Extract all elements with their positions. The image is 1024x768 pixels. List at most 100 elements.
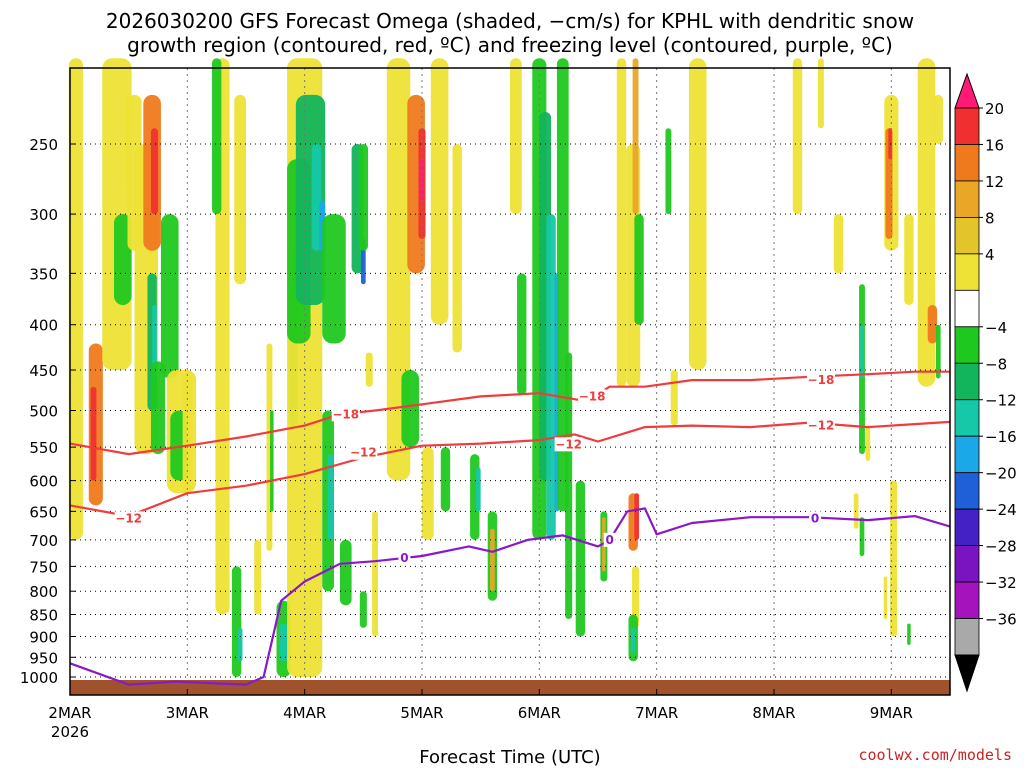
omega-cell-31 — [322, 214, 346, 344]
contour-label-bg-6 — [114, 511, 143, 526]
omega-cell-94 — [125, 94, 132, 188]
x-tick-label-7MAR: 7MAR — [635, 704, 678, 722]
colorbar-label-7: −12 — [985, 392, 1017, 410]
plot-frame — [69, 67, 951, 696]
omega-cell-67 — [634, 493, 640, 540]
y-tick-label-450: 450 — [29, 362, 58, 380]
colorbar-bottom-arrow — [954, 654, 980, 693]
colorbar-swatch-4 — [954, 216, 980, 255]
omega-cell-20 — [254, 539, 262, 615]
colorbar-label-13: −36 — [985, 611, 1017, 629]
contour-label-bg-2 — [806, 373, 835, 388]
chart-title-line1: 2026030200 GFS Forecast Omega (shaded, −… — [106, 9, 914, 33]
colorbar-label-4: 4 — [985, 246, 995, 264]
omega-cell-42 — [420, 159, 424, 202]
omega-cell-71 — [670, 369, 678, 426]
contour-line-2 — [69, 507, 951, 686]
omega-cell-96 — [372, 511, 378, 637]
omega-cell-58 — [565, 352, 573, 620]
contour-label-0: −18 — [332, 407, 359, 421]
omega-cell-38 — [365, 352, 373, 387]
y-tick-label-950: 950 — [29, 649, 58, 667]
omega-cell-44 — [430, 58, 449, 325]
contour-label-5: −12 — [808, 419, 835, 433]
contours: −18 −18 −18 −12 −12 −12 −12 0 0 0 — [69, 370, 951, 686]
omega-cell-91 — [883, 576, 888, 620]
y-tick-label-300: 300 — [29, 206, 58, 224]
x-tick-label-9MAR: 9MAR — [870, 704, 913, 722]
plot-area: −18 −18 −18 −12 −12 −12 −12 0 0 0 — [68, 58, 951, 696]
omega-cell-86 — [904, 214, 914, 305]
omega-cell-22 — [270, 410, 274, 512]
omega-cell-35 — [327, 454, 334, 540]
omega-cell-51 — [510, 58, 522, 215]
omega-cell-85 — [890, 480, 898, 637]
x-tick-label-2MAR: 2MAR — [48, 704, 91, 722]
colorbar-swatch-2 — [954, 144, 980, 182]
colorbar-swatch-13 — [954, 545, 980, 583]
colorbar-swatch-9 — [954, 399, 980, 437]
colorbar-swatch-6 — [954, 289, 980, 328]
contour-label-6: −12 — [115, 511, 142, 525]
colorbar-label-3: 8 — [985, 209, 995, 227]
colorbar-label-10: −24 — [985, 501, 1017, 519]
y-tick-label-550: 550 — [29, 439, 58, 457]
omega-cell-64 — [634, 214, 644, 325]
x-tick-label-3MAR: 3MAR — [166, 704, 209, 722]
omega-cell-52 — [517, 273, 527, 395]
x-year-label: 2026 — [51, 723, 89, 741]
colorbar-label-1: 16 — [985, 136, 1004, 154]
y-tick-label-1000: 1000 — [20, 669, 58, 687]
y-tick-label-850: 850 — [29, 607, 58, 625]
omega-cell-89 — [933, 94, 943, 144]
omega-cell-72 — [665, 128, 672, 215]
contour-label-bg-3 — [349, 445, 378, 460]
contour-label-bg-0 — [331, 407, 360, 422]
credit-text: coolwx.com/models — [858, 746, 1012, 764]
omega-cell-62 — [616, 58, 627, 387]
omega-cell-92 — [907, 623, 911, 645]
omega-cell-16 — [234, 94, 246, 285]
omega-cell-75 — [818, 58, 824, 129]
omega-shading — [68, 58, 943, 677]
colorbar-label-2: 12 — [985, 173, 1004, 191]
colorbar-swatch-15 — [954, 618, 980, 656]
omega-cell-45 — [422, 447, 434, 540]
omega-cell-70 — [630, 627, 636, 654]
omega-cell-14 — [150, 361, 166, 455]
contour-label-bg-1 — [578, 389, 607, 404]
omega-cell-97 — [452, 144, 462, 353]
colorbar-label-11: −28 — [985, 538, 1017, 556]
omega-cell-43 — [401, 369, 420, 448]
omega-cell-88 — [927, 304, 938, 344]
colorbar-label-9: −20 — [985, 465, 1017, 483]
contour-label-1: −18 — [579, 389, 606, 403]
omega-cell-78 — [860, 324, 864, 379]
omega-cell-79 — [853, 493, 859, 529]
colorbar: 20 16 12 8 4 −4 −8 −12 −16 −20 −24 −28 −32 −36 — [954, 72, 1017, 693]
contour-label-7: 0 — [400, 551, 408, 565]
contour-label-bg-5 — [806, 418, 835, 433]
omega-cell-24 — [279, 623, 288, 662]
omega-cell-9 — [160, 214, 179, 379]
colorbar-label-12: −32 — [985, 574, 1017, 592]
omega-cell-48 — [475, 467, 481, 512]
omega-cell-74 — [792, 58, 803, 215]
x-tick-label-4MAR: 4MAR — [283, 704, 326, 722]
omega-cell-65 — [632, 58, 639, 215]
contour-label-8: 0 — [606, 533, 614, 547]
gridlines — [70, 68, 950, 695]
omega-cell-95 — [182, 369, 193, 494]
colorbar-top-arrow — [954, 72, 980, 109]
chart-title-line2: growth region (contoured, red, ºC) and f… — [127, 33, 893, 57]
omega-cell-37 — [359, 591, 367, 628]
y-tick-label-500: 500 — [29, 403, 58, 421]
x-tick-label-8MAR: 8MAR — [752, 704, 795, 722]
colorbar-swatch-8 — [954, 362, 980, 401]
y-tick-label-350: 350 — [29, 265, 58, 283]
colorbar-label-6: −8 — [985, 355, 1007, 373]
colorbar-label-0: 20 — [985, 100, 1004, 118]
colorbar-label-8: −16 — [985, 428, 1017, 446]
contour-label-bg-8 — [603, 532, 616, 547]
omega-cell-0 — [68, 58, 83, 540]
